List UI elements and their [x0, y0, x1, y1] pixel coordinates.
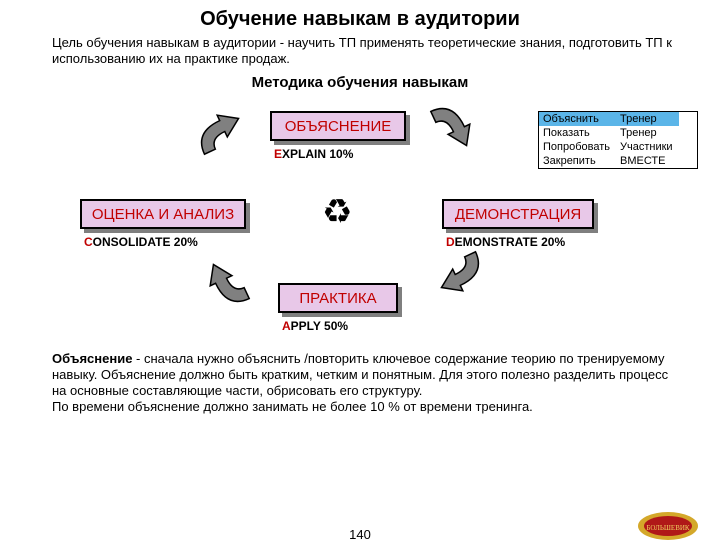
legend-table-inner: ОбъяснитьТренерПоказатьТренерПопробовать…: [539, 112, 679, 168]
box-apply: ПРАКТИКА: [278, 283, 398, 313]
caption-explain: EXPLAIN 10%: [274, 147, 353, 161]
legend-row: ПоказатьТренер: [539, 126, 679, 140]
brand-logo-text: БОЛЬШЕВИК: [646, 524, 690, 532]
recycle-icon: ♻: [322, 195, 352, 229]
caption-consolidate: CONSOLIDATE 20%: [84, 235, 198, 249]
caption-consolidate-rest: ONSOLIDATE 20%: [93, 235, 198, 249]
intro-text: Цель обучения навыкам в аудитории - науч…: [52, 35, 680, 68]
brand-logo: БОЛЬШЕВИК: [636, 510, 700, 542]
legend-cell: ВМЕСТЕ: [616, 154, 679, 168]
box-explain: ОБЪЯСНЕНИЕ: [270, 111, 406, 141]
cycle-diagram: ОБЪЯСНЕНИЕ EXPLAIN 10% ДЕМОНСТРАЦИЯ DEMO…: [0, 91, 720, 351]
box-demonstrate: ДЕМОНСТРАЦИЯ: [442, 199, 594, 229]
box-explain-label: ОБЪЯСНЕНИЕ: [285, 118, 392, 135]
caption-demonstrate: DEMONSTRATE 20%: [446, 235, 565, 249]
box-consolidate: ОЦЕНКА И АНАЛИЗ: [80, 199, 246, 229]
caption-demonstrate-rest: EMONSTRATE 20%: [455, 235, 565, 249]
legend-cell: Попробовать: [539, 140, 616, 154]
subtitle: Методика обучения навыкам: [0, 74, 720, 91]
body-rest: - сначала нужно объяснить /повторить клю…: [52, 351, 668, 415]
caption-apply-first: A: [282, 319, 291, 333]
legend-cell: Тренер: [616, 126, 679, 140]
arrow-left-top: [192, 115, 262, 185]
legend-row: ЗакрепитьВМЕСТЕ: [539, 154, 679, 168]
caption-explain-rest: XPLAIN 10%: [282, 147, 353, 161]
legend-cell: Объяснить: [539, 112, 616, 126]
brand-logo-svg: БОЛЬШЕВИК: [636, 510, 700, 542]
box-consolidate-label: ОЦЕНКА И АНАЛИЗ: [92, 206, 234, 223]
arrow-right-bottom: [428, 251, 498, 321]
box-demonstrate-label: ДЕМОНСТРАЦИЯ: [455, 206, 581, 223]
legend-cell: Закрепить: [539, 154, 616, 168]
legend-row: ПопробоватьУчастники: [539, 140, 679, 154]
caption-apply-rest: PPLY 50%: [291, 319, 348, 333]
caption-consolidate-first: C: [84, 235, 93, 249]
legend-row: ОбъяснитьТренер: [539, 112, 679, 126]
caption-explain-first: E: [274, 147, 282, 161]
body-lead: Объяснение: [52, 351, 132, 366]
legend-cell: Тренер: [616, 112, 679, 126]
legend-table: ОбъяснитьТренерПоказатьТренерПопробовать…: [538, 111, 698, 169]
caption-demonstrate-first: D: [446, 235, 455, 249]
legend-cell: Участники: [616, 140, 679, 154]
body-paragraph: Объяснение - сначала нужно объяснить /по…: [52, 351, 680, 416]
arrow-bottom-left: [200, 261, 270, 331]
legend-cell: Показать: [539, 126, 616, 140]
page-title: Обучение навыкам в аудитории: [0, 8, 720, 31]
caption-apply: APPLY 50%: [282, 319, 348, 333]
box-apply-label: ПРАКТИКА: [299, 290, 376, 307]
arrow-top-right: [420, 109, 490, 179]
